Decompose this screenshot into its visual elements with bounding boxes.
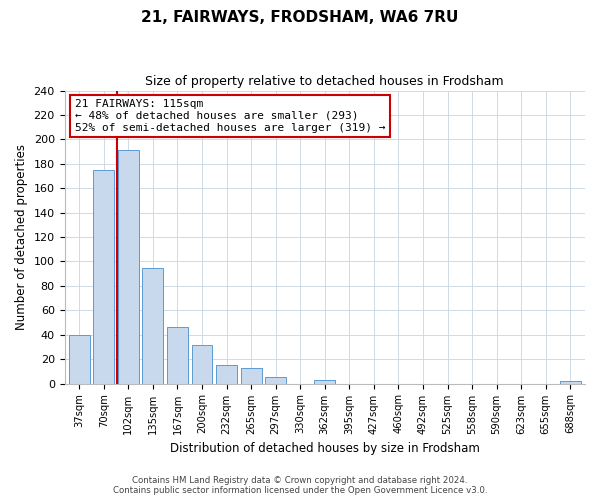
Bar <box>241 368 262 384</box>
Bar <box>167 328 188 384</box>
Bar <box>69 334 89 384</box>
Bar <box>314 380 335 384</box>
Text: 21, FAIRWAYS, FRODSHAM, WA6 7RU: 21, FAIRWAYS, FRODSHAM, WA6 7RU <box>142 10 458 25</box>
Bar <box>191 344 212 384</box>
Bar <box>265 378 286 384</box>
Bar <box>142 268 163 384</box>
Title: Size of property relative to detached houses in Frodsham: Size of property relative to detached ho… <box>145 75 504 88</box>
X-axis label: Distribution of detached houses by size in Frodsham: Distribution of detached houses by size … <box>170 442 480 455</box>
Bar <box>216 366 237 384</box>
Bar <box>94 170 114 384</box>
Text: Contains HM Land Registry data © Crown copyright and database right 2024.
Contai: Contains HM Land Registry data © Crown c… <box>113 476 487 495</box>
Y-axis label: Number of detached properties: Number of detached properties <box>15 144 28 330</box>
Bar <box>118 150 139 384</box>
Bar <box>560 381 581 384</box>
Text: 21 FAIRWAYS: 115sqm
← 48% of detached houses are smaller (293)
52% of semi-detac: 21 FAIRWAYS: 115sqm ← 48% of detached ho… <box>75 100 385 132</box>
